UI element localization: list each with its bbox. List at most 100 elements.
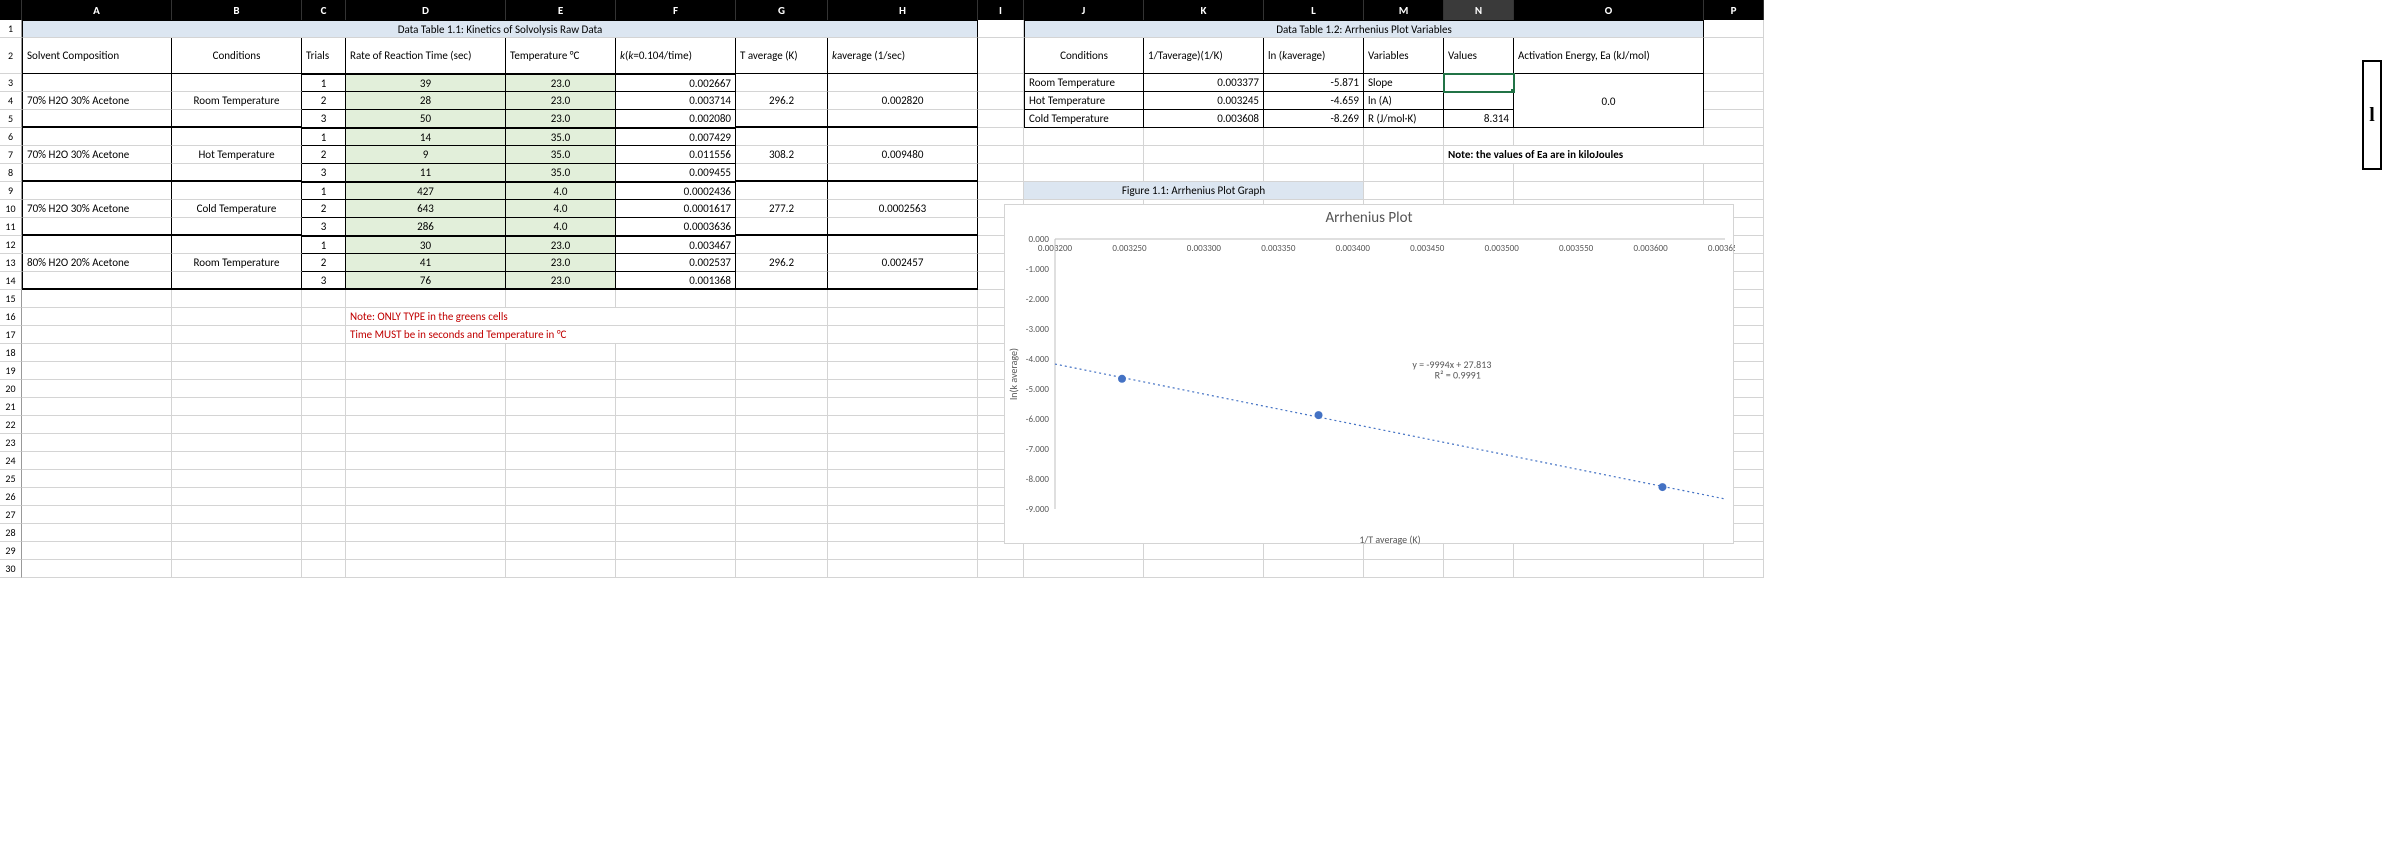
cell-J6[interactable] <box>1024 128 1144 146</box>
cell-G5[interactable] <box>736 110 828 128</box>
cell-A23[interactable] <box>22 434 172 452</box>
cell-G12[interactable] <box>736 236 828 254</box>
cell-H18[interactable] <box>828 344 978 362</box>
cell-H21[interactable] <box>828 398 978 416</box>
cell-C7[interactable]: 2 <box>302 146 346 164</box>
cell-H25[interactable] <box>828 470 978 488</box>
cell-E6[interactable]: 35.0 <box>506 128 616 146</box>
row-header-7[interactable]: 7 <box>0 146 22 164</box>
cell-D19[interactable] <box>346 362 506 380</box>
cell-J7[interactable] <box>1024 146 1144 164</box>
cell-G9[interactable] <box>736 182 828 200</box>
cell-G20[interactable] <box>736 380 828 398</box>
cell-K6[interactable] <box>1144 128 1264 146</box>
cell-O4[interactable]: 0.0 <box>1514 92 1704 110</box>
row-header-12[interactable]: 12 <box>0 236 22 254</box>
cell-K7[interactable] <box>1144 146 1264 164</box>
cell-J30[interactable] <box>1024 560 1144 578</box>
cell-J9[interactable]: Figure 1.1: Arrhenius Plot Graph <box>1024 182 1364 200</box>
cell-A16[interactable] <box>22 308 172 326</box>
row-header-20[interactable]: 20 <box>0 380 22 398</box>
cell-E5[interactable]: 23.0 <box>506 110 616 128</box>
cell-D10[interactable]: 643 <box>346 200 506 218</box>
cell-F22[interactable] <box>616 416 736 434</box>
cell-A19[interactable] <box>22 362 172 380</box>
cell-C17[interactable] <box>302 326 346 344</box>
cell-D23[interactable] <box>346 434 506 452</box>
cell-C20[interactable] <box>302 380 346 398</box>
cell-P5[interactable] <box>1704 110 1764 128</box>
cell-O8[interactable] <box>1514 164 1704 182</box>
cell-F19[interactable] <box>616 362 736 380</box>
cell-G4[interactable]: 296.2 <box>736 92 828 110</box>
col-header-I[interactable]: I <box>978 0 1024 20</box>
cell-M4[interactable]: ln (A) <box>1364 92 1444 110</box>
cell-B18[interactable] <box>172 344 302 362</box>
col-header-M[interactable]: M <box>1364 0 1444 20</box>
cell-H29[interactable] <box>828 542 978 560</box>
cell-C12[interactable]: 1 <box>302 236 346 254</box>
col-header-A[interactable]: A <box>22 0 172 20</box>
row-header-9[interactable]: 9 <box>0 182 22 200</box>
cell-N3[interactable] <box>1444 74 1514 92</box>
cell-H2[interactable]: k average (1/sec) <box>828 38 978 74</box>
cell-C27[interactable] <box>302 506 346 524</box>
cell-E19[interactable] <box>506 362 616 380</box>
cell-H6[interactable] <box>828 128 978 146</box>
cell-C16[interactable] <box>302 308 346 326</box>
cell-D2[interactable]: Rate of Reaction Time (sec) <box>346 38 506 74</box>
cell-L3[interactable]: -5.871 <box>1264 74 1364 92</box>
cell-F13[interactable]: 0.002537 <box>616 254 736 272</box>
col-header-N[interactable]: N <box>1444 0 1514 20</box>
cell-G30[interactable] <box>736 560 828 578</box>
cell-M30[interactable] <box>1364 560 1444 578</box>
cell-A1[interactable]: Data Table 1.1: Kinetics of Solvolysis R… <box>22 20 978 38</box>
cell-I5[interactable] <box>978 110 1024 128</box>
cell-H7[interactable]: 0.009480 <box>828 146 978 164</box>
cell-G15[interactable] <box>736 290 828 308</box>
cell-L4[interactable]: -4.659 <box>1264 92 1364 110</box>
cell-F6[interactable]: 0.007429 <box>616 128 736 146</box>
cell-L5[interactable]: -8.269 <box>1264 110 1364 128</box>
cell-C22[interactable] <box>302 416 346 434</box>
cell-N8[interactable] <box>1444 164 1514 182</box>
cell-E25[interactable] <box>506 470 616 488</box>
col-header-L[interactable]: L <box>1264 0 1364 20</box>
cell-E4[interactable]: 23.0 <box>506 92 616 110</box>
cell-B3[interactable] <box>172 74 302 92</box>
cell-B16[interactable] <box>172 308 302 326</box>
row-header-22[interactable]: 22 <box>0 416 22 434</box>
cell-A3[interactable] <box>22 74 172 92</box>
cell-E9[interactable]: 4.0 <box>506 182 616 200</box>
cell-I2[interactable] <box>978 38 1024 74</box>
row-header-23[interactable]: 23 <box>0 434 22 452</box>
cell-N4[interactable] <box>1444 92 1514 110</box>
row-header-24[interactable]: 24 <box>0 452 22 470</box>
cell-M9[interactable] <box>1364 182 1444 200</box>
cell-B12[interactable] <box>172 236 302 254</box>
cell-O3[interactable] <box>1514 74 1704 92</box>
cell-E27[interactable] <box>506 506 616 524</box>
cell-E30[interactable] <box>506 560 616 578</box>
cell-D12[interactable]: 30 <box>346 236 506 254</box>
cell-F20[interactable] <box>616 380 736 398</box>
cell-C9[interactable]: 1 <box>302 182 346 200</box>
cell-D3[interactable]: 39 <box>346 74 506 92</box>
col-header-O[interactable]: O <box>1514 0 1704 20</box>
cell-I4[interactable] <box>978 92 1024 110</box>
cell-C5[interactable]: 3 <box>302 110 346 128</box>
cell-A13[interactable]: 80% H2O 20% Acetone <box>22 254 172 272</box>
col-header-K[interactable]: K <box>1144 0 1264 20</box>
col-header-B[interactable]: B <box>172 0 302 20</box>
cell-D27[interactable] <box>346 506 506 524</box>
cell-E28[interactable] <box>506 524 616 542</box>
cell-L8[interactable] <box>1264 164 1364 182</box>
arrhenius-chart[interactable]: Arrhenius Plot0.000-1.000-2.000-3.000-4.… <box>1004 204 1734 544</box>
cell-A4[interactable]: 70% H2O 30% Acetone <box>22 92 172 110</box>
cell-E24[interactable] <box>506 452 616 470</box>
cell-F4[interactable]: 0.003714 <box>616 92 736 110</box>
row-header-14[interactable]: 14 <box>0 272 22 290</box>
col-header-J[interactable]: J <box>1024 0 1144 20</box>
cell-A11[interactable] <box>22 218 172 236</box>
cell-O9[interactable] <box>1514 182 1704 200</box>
